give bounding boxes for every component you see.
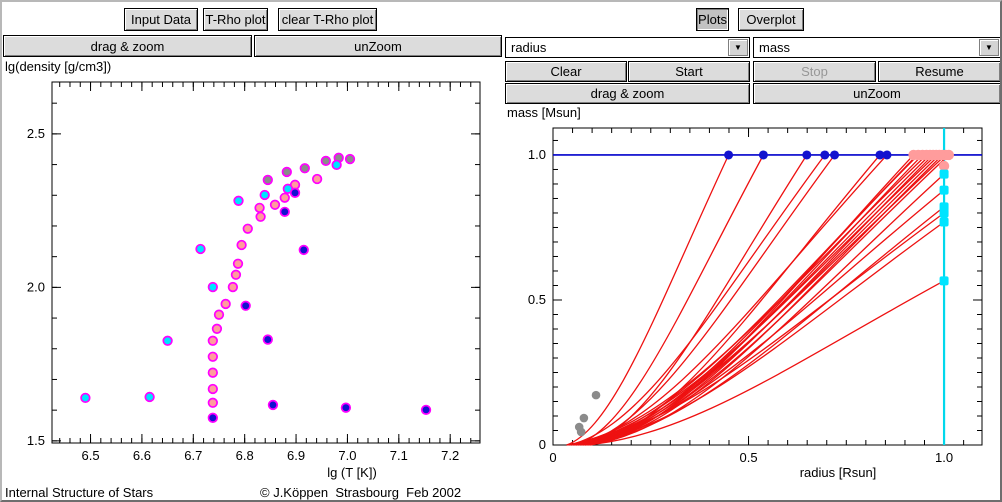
overplot-button[interactable]: Overplot xyxy=(738,8,804,31)
app-title: Internal Structure of Stars xyxy=(5,485,154,500)
left-drag-zoom-button[interactable]: drag & zoom xyxy=(3,35,252,57)
svg-text:2.5: 2.5 xyxy=(27,126,45,141)
density-axis-title: lg(density [g/cm3]) xyxy=(5,59,112,74)
svg-text:7.1: 7.1 xyxy=(390,448,408,463)
x-variable-dropdown[interactable]: radius ▼ xyxy=(505,37,750,58)
svg-text:6.9: 6.9 xyxy=(287,448,305,463)
radius-axis-title: radius [Rsun] xyxy=(799,465,877,480)
trho-plot-button[interactable]: T-Rho plot xyxy=(203,8,268,31)
left-unzoom-button[interactable]: unZoom xyxy=(254,35,502,57)
svg-text:6.8: 6.8 xyxy=(236,448,254,463)
y-variable-value: mass xyxy=(759,40,791,55)
y-variable-dropdown[interactable]: mass ▼ xyxy=(753,37,1000,58)
svg-text:6.7: 6.7 xyxy=(184,448,202,463)
stop-button: Stop xyxy=(753,61,876,82)
x-variable-value: radius xyxy=(511,40,547,55)
resume-button[interactable]: Resume xyxy=(878,61,1000,82)
svg-text:7.0: 7.0 xyxy=(338,448,356,463)
svg-text:1.0: 1.0 xyxy=(935,450,953,465)
svg-text:2.0: 2.0 xyxy=(27,279,45,294)
svg-text:0: 0 xyxy=(539,437,546,452)
input-data-button[interactable]: Input Data xyxy=(124,8,198,31)
svg-text:0.5: 0.5 xyxy=(528,292,546,307)
svg-text:0: 0 xyxy=(549,450,556,465)
svg-text:6.6: 6.6 xyxy=(133,448,151,463)
svg-text:6.5: 6.5 xyxy=(81,448,99,463)
plots-button[interactable]: Plots xyxy=(696,8,729,31)
svg-text:1.5: 1.5 xyxy=(27,433,45,448)
svg-text:1.0: 1.0 xyxy=(528,147,546,162)
credit-text: © J.Köppen Strasbourg Feb 2002 xyxy=(260,485,462,500)
clear-button[interactable]: Clear xyxy=(505,61,627,82)
svg-text:0.5: 0.5 xyxy=(739,450,757,465)
dropdown-arrow-icon[interactable]: ▼ xyxy=(728,39,748,56)
start-button[interactable]: Start xyxy=(628,61,750,82)
temperature-axis-title: lg (T [K]) xyxy=(327,465,377,480)
clear-trho-plot-button[interactable]: clear T-Rho plot xyxy=(278,8,377,31)
right-drag-zoom-button[interactable]: drag & zoom xyxy=(505,83,750,104)
dropdown-arrow-icon[interactable]: ▼ xyxy=(979,39,999,56)
mass-axis-title: mass [Msun] xyxy=(507,105,581,120)
svg-text:7.2: 7.2 xyxy=(441,448,459,463)
right-unzoom-button[interactable]: unZoom xyxy=(753,83,1000,104)
